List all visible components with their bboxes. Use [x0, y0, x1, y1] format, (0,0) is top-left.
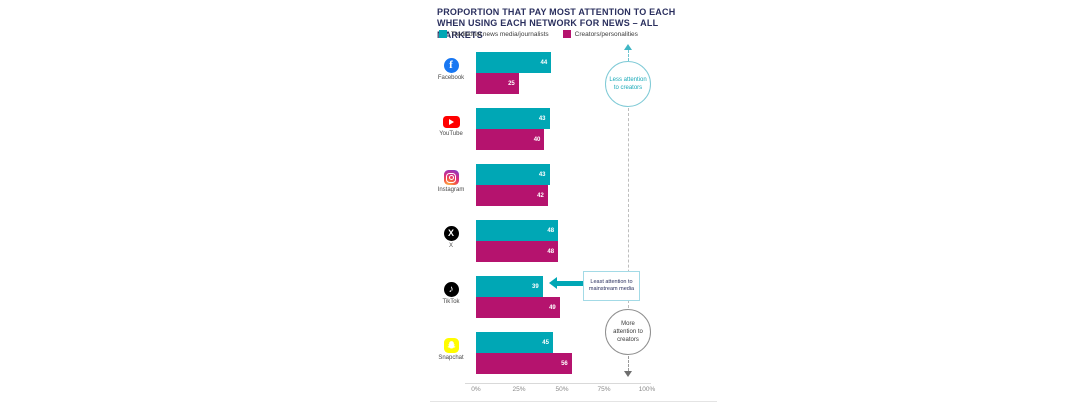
bar-value: 48	[547, 227, 555, 234]
bar-creators: 42	[476, 185, 548, 206]
instagram-icon	[443, 170, 459, 185]
bar-traditional: 43	[476, 108, 550, 129]
arrow-down-icon	[624, 371, 632, 377]
dashed-line-middle	[628, 108, 629, 308]
legend-item-creators: Creators/personalities	[562, 30, 638, 38]
chart-row-youtube: YouTube 43 40	[0, 108, 1080, 150]
legend-item-traditional: Traditional news media/journalists	[439, 30, 549, 38]
network-facebook: f Facebook	[428, 52, 474, 94]
x-axis-line	[465, 383, 651, 384]
network-label: Facebook	[437, 75, 465, 81]
bar-traditional: 39	[476, 276, 543, 297]
bar-value: 43	[538, 171, 546, 178]
network-snapchat: Snapchat	[428, 332, 474, 374]
legend-swatch-traditional	[439, 30, 447, 38]
chart-row-facebook: f Facebook 44 25	[0, 52, 1080, 94]
facebook-icon: f	[443, 58, 459, 73]
bar-value: 39	[532, 283, 539, 290]
bar-value: 25	[508, 80, 515, 87]
chart-row-instagram: Instagram 43 42	[0, 164, 1080, 206]
annotation-least-attention: Least attention to mainstream media	[583, 271, 640, 301]
network-x: X X	[428, 220, 474, 262]
bar-creators: 25	[476, 73, 519, 94]
x-axis-tick: 25%	[512, 386, 526, 393]
network-label: X	[448, 243, 453, 249]
network-label: Snapchat	[438, 355, 464, 361]
annotation-text: Least attention to mainstream media	[588, 278, 635, 292]
network-label: Instagram	[437, 187, 465, 193]
youtube-icon	[442, 116, 460, 128]
tiktok-icon: ♪	[443, 282, 459, 297]
snapchat-icon	[443, 338, 459, 353]
chart-row-snapchat: Snapchat 45 56	[0, 332, 1080, 374]
annotation-less-attention: Less attention to creators	[605, 61, 651, 107]
bar-traditional: 44	[476, 52, 552, 73]
bar-creators: 48	[476, 241, 559, 262]
x-axis-tick: 0%	[471, 386, 481, 393]
annotation-more-attention: More attention to creators	[605, 309, 651, 355]
legend-label: Traditional news media/journalists	[451, 30, 549, 38]
network-label: YouTube	[439, 131, 463, 137]
dashed-line-top	[628, 50, 629, 61]
bar-traditional: 43	[476, 164, 550, 185]
annotation-text: Less attention to creators	[609, 76, 647, 91]
bar-value: 49	[549, 304, 556, 311]
bar-value: 48	[547, 248, 555, 255]
footer-divider	[430, 401, 717, 402]
bar-value: 43	[538, 115, 546, 122]
left-arrow-head-icon	[549, 277, 557, 289]
dashed-line-bottom	[628, 356, 629, 371]
bar-traditional: 48	[476, 220, 559, 241]
bar-value: 45	[542, 339, 549, 346]
bar-creators: 49	[476, 297, 560, 318]
bar-value: 42	[537, 192, 544, 199]
chart-row-tiktok: ♪ TikTok 39 49	[0, 276, 1080, 318]
network-instagram: Instagram	[428, 164, 474, 206]
bar-creators: 40	[476, 129, 545, 150]
bar-creators: 56	[476, 353, 572, 374]
annotation-text: More attention to creators	[613, 320, 643, 344]
network-youtube: YouTube	[428, 108, 474, 150]
left-arrow-icon	[557, 281, 583, 286]
bar-value: 44	[540, 59, 548, 66]
x-axis-tick: 75%	[597, 386, 611, 393]
x-icon: X	[443, 226, 459, 241]
network-tiktok: ♪ TikTok	[428, 276, 474, 318]
bar-traditional: 45	[476, 332, 553, 353]
arrow-up-icon	[624, 44, 632, 50]
x-axis-tick: 50%	[555, 386, 569, 393]
x-axis-tick: 100%	[638, 386, 656, 393]
bar-value: 40	[533, 136, 541, 143]
legend: Traditional news media/journalists Creat…	[439, 29, 638, 39]
legend-label: Creators/personalities	[574, 30, 638, 38]
bar-value: 56	[561, 360, 568, 367]
network-label: TikTok	[442, 299, 460, 305]
legend-swatch-creators	[562, 30, 571, 38]
chart-title: PROPORTION THAT PAY MOST ATTENTION TO EA…	[437, 7, 676, 40]
chart-row-x: X X 48 48	[0, 220, 1080, 262]
